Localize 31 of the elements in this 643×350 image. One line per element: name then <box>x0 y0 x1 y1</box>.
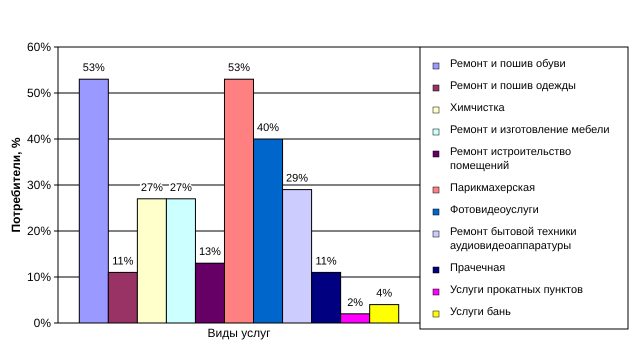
y-tick-label: 60% <box>26 40 52 54</box>
legend-label: Ремонт бытовой техники аудиовидеоаппаратуры <box>450 226 577 252</box>
y-tick-label: 10% <box>26 270 52 284</box>
legend-label: Фотовидеоуслуги <box>450 204 539 216</box>
data-label: 13% <box>198 246 222 258</box>
data-label: 53% <box>82 62 106 74</box>
data-label: 27% <box>170 182 192 194</box>
data-label: 29% <box>286 172 308 185</box>
data-label: 2% <box>347 296 364 309</box>
y-tick-label: 20% <box>26 224 52 238</box>
legend-label: Ремонт истроительство помещений <box>450 146 572 172</box>
y-axis-title: Потребители, % <box>9 137 23 233</box>
legend-label: Химчистка <box>450 102 506 114</box>
data-label: 27% <box>140 182 164 194</box>
y-tick-label: 0% <box>34 316 52 330</box>
data-label: 4% <box>376 288 392 300</box>
y-tick-label: 50% <box>26 86 52 100</box>
y-tick-label: 30% <box>26 178 52 192</box>
data-label: 11% <box>112 255 134 268</box>
legend-label: Услуги прокатных пунктов <box>450 284 584 296</box>
data-label: 53% <box>228 62 250 74</box>
legend-label: Ремонт и пошив одежды <box>450 80 576 92</box>
x-tick-label: Виды услуг <box>208 326 272 340</box>
y-tick-label: 40% <box>26 132 52 146</box>
legend-label: Прачечная <box>450 262 506 274</box>
legend-label: Ремонт и изготовление мебели <box>450 124 610 136</box>
legend-label: Услуги бань <box>450 306 512 318</box>
legend-label: Ремонт и пошив обуви <box>450 58 566 70</box>
data-label: 40% <box>257 122 280 134</box>
data-label: 11% <box>316 255 337 268</box>
legend-label: Парикмахерская <box>450 182 536 194</box>
